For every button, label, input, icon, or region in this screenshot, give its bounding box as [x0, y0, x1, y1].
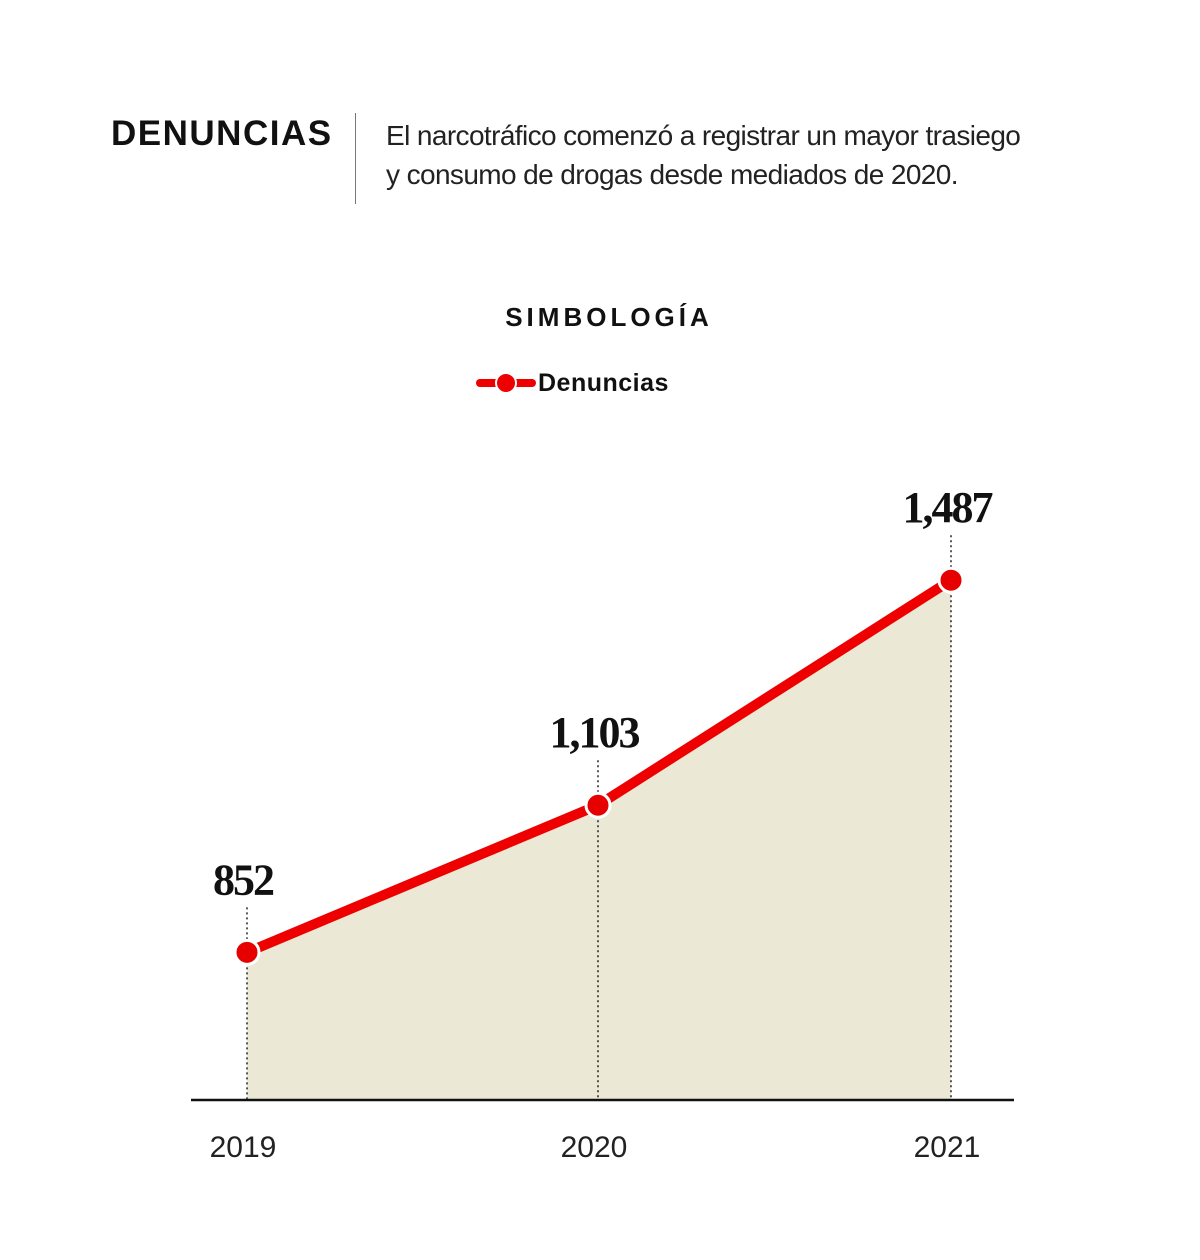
legend-label: Denuncias — [538, 368, 669, 397]
data-label: 1,103 — [550, 708, 640, 757]
legend: Denuncias — [476, 368, 669, 398]
data-point — [233, 938, 261, 966]
subtitle-line-2: y consumo de drogas desde mediados de 20… — [386, 159, 959, 190]
x-tick-label: 2021 — [914, 1131, 981, 1164]
legend-line-marker-icon — [476, 372, 536, 394]
area-fill — [247, 580, 951, 1100]
data-label: 852 — [213, 855, 274, 904]
header-divider — [355, 113, 356, 204]
subtitle-line-1: El narcotráfico comenzó a registrar un m… — [386, 120, 1021, 151]
data-point — [937, 566, 965, 594]
x-tick-label: 2019 — [210, 1131, 277, 1164]
data-point — [584, 791, 612, 819]
data-label: 1,487 — [903, 483, 993, 532]
chart-title: DENUNCIAS — [111, 114, 333, 153]
legend-title: SIMBOLOGÍA — [505, 302, 713, 332]
x-tick-label: 2020 — [561, 1131, 628, 1164]
chart-subtitle: El narcotráfico comenzó a registrar un m… — [386, 116, 1106, 194]
